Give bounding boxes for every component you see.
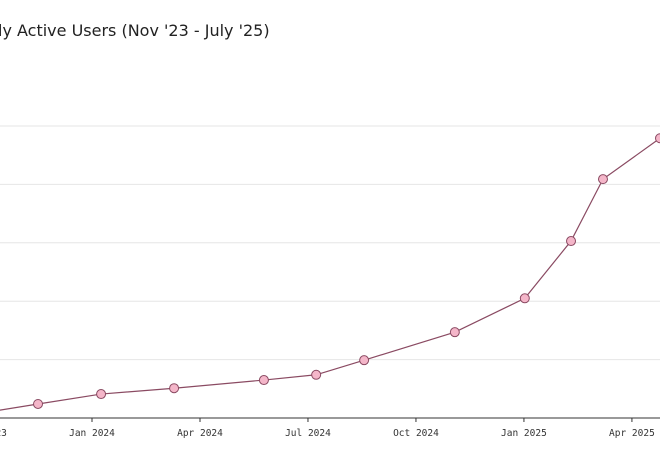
point — [449, 327, 460, 338]
point — [359, 355, 370, 366]
point — [655, 133, 660, 144]
x-tick-label: Oct 2023 — [0, 428, 7, 439]
x-tick-label: Jul 2024 — [285, 428, 331, 439]
point — [96, 389, 107, 400]
point — [169, 383, 180, 394]
point — [566, 236, 577, 247]
point — [597, 174, 608, 185]
x-tick-label: Apr 2025 — [609, 428, 655, 439]
line — [0, 137, 660, 411]
x-tick-label: Jan 2025 — [501, 428, 547, 439]
x-tick-label: Apr 2024 — [177, 428, 223, 439]
point — [519, 293, 530, 304]
point — [311, 369, 322, 380]
point — [33, 398, 44, 409]
chart-title: ly Active Users (Nov '23 - July '25) — [0, 21, 270, 40]
x-tick-label: Jan 2024 — [69, 428, 115, 439]
point — [258, 375, 269, 386]
x-tick-label: Oct 2024 — [393, 428, 439, 439]
